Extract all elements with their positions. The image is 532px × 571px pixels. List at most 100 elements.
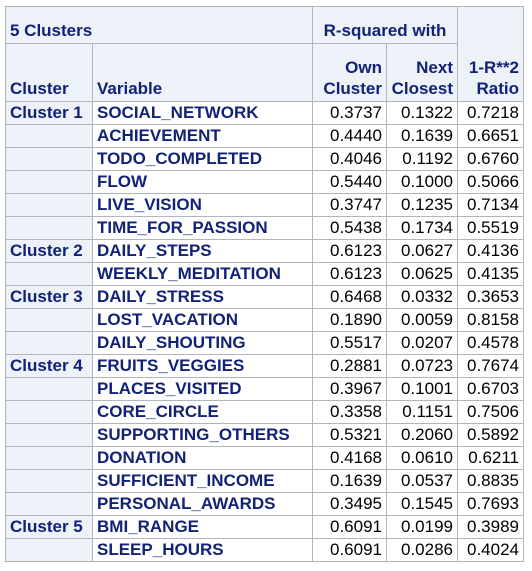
- ratio-header-line2: Ratio: [476, 79, 520, 98]
- variable-cell: SOCIAL_NETWORK: [92, 101, 313, 125]
- variable-cell: SUPPORTING_OTHERS: [92, 423, 313, 447]
- next-closest-cell: 0.0207: [386, 331, 458, 355]
- next-closest-cell: 0.1000: [386, 170, 458, 194]
- own-cluster-cell: 0.1890: [312, 308, 387, 332]
- own-cluster-cell: 0.5438: [312, 216, 387, 240]
- own-cluster-cell: 0.6123: [312, 239, 387, 263]
- variable-cell: DONATION: [92, 446, 313, 470]
- cluster-cell: [5, 446, 93, 470]
- table-title: 5 Clusters: [5, 6, 313, 44]
- table-row: TODO_COMPLETED 0.4046 0.1192 0.6760: [5, 147, 524, 171]
- next-closest-cell: 0.0610: [386, 446, 458, 470]
- next-closest-cell: 0.0059: [386, 308, 458, 332]
- variable-cell: PLACES_VISITED: [92, 377, 313, 401]
- cluster-cell: [5, 262, 93, 286]
- table-row: Cluster 3 DAILY_STRESS 0.6468 0.0332 0.3653: [5, 285, 524, 309]
- table-row: DAILY_SHOUTING 0.5517 0.0207 0.4578: [5, 331, 524, 355]
- cluster-cell: [5, 147, 93, 171]
- table-row: Cluster 2 DAILY_STEPS 0.6123 0.0627 0.4136: [5, 239, 524, 263]
- own-cluster-header-line2: Cluster: [323, 79, 382, 98]
- table-row: ACHIEVEMENT 0.4440 0.1639 0.6651: [5, 124, 524, 148]
- cluster-summary-table-container: 5 Clusters R-squared with 1-R**2 Ratio C…: [5, 6, 524, 562]
- next-closest-header-line2: Closest: [391, 79, 453, 98]
- own-cluster-cell: 0.4168: [312, 446, 387, 470]
- ratio-cell: 0.7674: [457, 354, 524, 378]
- table-row: Cluster 5 BMI_RANGE 0.6091 0.0199 0.3989: [5, 515, 524, 539]
- next-closest-cell: 0.1001: [386, 377, 458, 401]
- cluster-cell: [5, 216, 93, 240]
- variable-cell: ACHIEVEMENT: [92, 124, 313, 148]
- own-cluster-cell: 0.3967: [312, 377, 387, 401]
- cluster-header: Cluster: [5, 43, 93, 102]
- variable-cell: SUFFICIENT_INCOME: [92, 469, 313, 493]
- ratio-cell: 0.4135: [457, 262, 524, 286]
- own-cluster-cell: 0.3737: [312, 101, 387, 125]
- variable-cell: TIME_FOR_PASSION: [92, 216, 313, 240]
- table-row: SLEEP_HOURS 0.6091 0.0286 0.4024: [5, 538, 524, 562]
- cluster-cell: Cluster 1: [5, 101, 93, 125]
- ratio-cell: 0.7506: [457, 400, 524, 424]
- ratio-cell: 0.5519: [457, 216, 524, 240]
- table-row: LIVE_VISION 0.3747 0.1235 0.7134: [5, 193, 524, 217]
- table-row: WEEKLY_MEDITATION 0.6123 0.0625 0.4135: [5, 262, 524, 286]
- variable-cell: DAILY_STEPS: [92, 239, 313, 263]
- cluster-cell: [5, 193, 93, 217]
- table-row: FLOW 0.5440 0.1000 0.5066: [5, 170, 524, 194]
- cluster-cell: Cluster 2: [5, 239, 93, 263]
- own-cluster-cell: 0.1639: [312, 469, 387, 493]
- table-row: DONATION 0.4168 0.0610 0.6211: [5, 446, 524, 470]
- cluster-cell: [5, 170, 93, 194]
- ratio-cell: 0.7218: [457, 101, 524, 125]
- next-closest-cell: 0.0723: [386, 354, 458, 378]
- ratio-cell: 0.4578: [457, 331, 524, 355]
- variable-cell: TODO_COMPLETED: [92, 147, 313, 171]
- own-cluster-cell: 0.3495: [312, 492, 387, 516]
- own-cluster-cell: 0.5321: [312, 423, 387, 447]
- own-cluster-cell: 0.5517: [312, 331, 387, 355]
- next-closest-cell: 0.0286: [386, 538, 458, 562]
- variable-cell: DAILY_SHOUTING: [92, 331, 313, 355]
- cluster-cell: [5, 538, 93, 562]
- table-row: CORE_CIRCLE 0.3358 0.1151 0.7506: [5, 400, 524, 424]
- r-squared-group-header: R-squared with: [312, 6, 458, 44]
- ratio-header-line1: 1-R**2: [468, 58, 519, 77]
- cluster-cell: [5, 423, 93, 447]
- ratio-cell: 0.5892: [457, 423, 524, 447]
- cluster-cell: [5, 400, 93, 424]
- own-cluster-cell: 0.5440: [312, 170, 387, 194]
- own-cluster-cell: 0.3747: [312, 193, 387, 217]
- next-closest-cell: 0.0199: [386, 515, 458, 539]
- cluster-cell: [5, 377, 93, 401]
- next-closest-cell: 0.1151: [386, 400, 458, 424]
- cluster-summary-table: 5 Clusters R-squared with 1-R**2 Ratio C…: [5, 6, 524, 562]
- variable-cell: FLOW: [92, 170, 313, 194]
- table-row: TIME_FOR_PASSION 0.5438 0.1734 0.5519: [5, 216, 524, 240]
- next-closest-cell: 0.0537: [386, 469, 458, 493]
- cluster-cell: Cluster 3: [5, 285, 93, 309]
- table-row: LOST_VACATION 0.1890 0.0059 0.8158: [5, 308, 524, 332]
- variable-cell: BMI_RANGE: [92, 515, 313, 539]
- ratio-cell: 0.6760: [457, 147, 524, 171]
- next-closest-cell: 0.1235: [386, 193, 458, 217]
- cluster-cell: [5, 331, 93, 355]
- table-row: SUPPORTING_OTHERS 0.5321 0.2060 0.5892: [5, 423, 524, 447]
- cluster-cell: [5, 124, 93, 148]
- ratio-cell: 0.7134: [457, 193, 524, 217]
- next-closest-cell: 0.1322: [386, 101, 458, 125]
- ratio-cell: 0.5066: [457, 170, 524, 194]
- ratio-cell: 0.6651: [457, 124, 524, 148]
- table-row: Cluster 4 FRUITS_VEGGIES 0.2881 0.0723 0.767…: [5, 354, 524, 378]
- ratio-cell: 0.6211: [457, 446, 524, 470]
- variable-cell: LIVE_VISION: [92, 193, 313, 217]
- table-row: Cluster 1 SOCIAL_NETWORK 0.3737 0.1322 0.721…: [5, 101, 524, 125]
- own-cluster-header: Own Cluster: [312, 43, 387, 102]
- ratio-cell: 0.4024: [457, 538, 524, 562]
- variable-cell: LOST_VACATION: [92, 308, 313, 332]
- own-cluster-cell: 0.4046: [312, 147, 387, 171]
- ratio-cell: 0.3989: [457, 515, 524, 539]
- variable-cell: DAILY_STRESS: [92, 285, 313, 309]
- table-row: PLACES_VISITED 0.3967 0.1001 0.6703: [5, 377, 524, 401]
- own-cluster-header-line1: Own: [345, 58, 382, 77]
- ratio-cell: 0.4136: [457, 239, 524, 263]
- cluster-cell: [5, 469, 93, 493]
